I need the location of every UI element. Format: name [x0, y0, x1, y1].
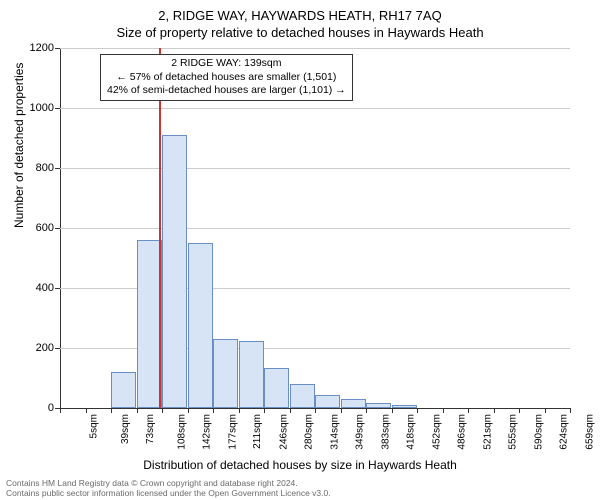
- x-tick-label: 555sqm: [508, 414, 519, 450]
- y-tick: [55, 168, 60, 169]
- grid-line: [60, 108, 570, 109]
- histogram-bar: [137, 240, 162, 408]
- x-tick: [213, 408, 214, 413]
- x-tick-label: 280sqm: [304, 414, 315, 450]
- x-tick-label: 590sqm: [533, 414, 544, 450]
- x-tick: [111, 408, 112, 413]
- x-tick-label: 314sqm: [329, 414, 340, 450]
- x-tick: [417, 408, 418, 413]
- histogram-bar: [392, 405, 417, 408]
- x-tick: [239, 408, 240, 413]
- histogram-bar: [162, 135, 187, 408]
- y-tick-label: 1000: [14, 102, 54, 114]
- y-tick: [55, 228, 60, 229]
- x-tick: [290, 408, 291, 413]
- y-tick-label: 200: [14, 342, 54, 354]
- y-tick-label: 800: [14, 162, 54, 174]
- x-tick-label: 142sqm: [202, 414, 213, 450]
- histogram-bar: [188, 243, 213, 408]
- y-axis-label: Number of detached properties: [12, 63, 26, 228]
- x-tick-label: 624sqm: [559, 414, 570, 450]
- x-tick: [162, 408, 163, 413]
- x-tick: [264, 408, 265, 413]
- marker-line: [159, 48, 161, 408]
- y-tick-label: 600: [14, 222, 54, 234]
- x-tick: [392, 408, 393, 413]
- y-tick-label: 0: [14, 402, 54, 414]
- grid-line: [60, 228, 570, 229]
- x-tick: [468, 408, 469, 413]
- histogram-bar: [341, 399, 366, 408]
- x-tick: [60, 408, 61, 413]
- page-subtitle: Size of property relative to detached ho…: [0, 23, 600, 40]
- x-tick: [494, 408, 495, 413]
- x-tick-label: 659sqm: [584, 414, 595, 450]
- x-tick-label: 108sqm: [176, 414, 187, 450]
- x-tick-label: 521sqm: [482, 414, 493, 450]
- chart: 0200400600800100012005sqm39sqm73sqm108sq…: [60, 48, 570, 408]
- y-tick: [55, 348, 60, 349]
- annotation-line: 2 RIDGE WAY: 139sqm: [107, 57, 346, 71]
- x-tick: [570, 408, 571, 413]
- x-tick-label: 73sqm: [145, 414, 156, 444]
- x-tick: [188, 408, 189, 413]
- histogram-bar: [111, 372, 136, 408]
- histogram-bar: [366, 403, 391, 408]
- x-tick: [519, 408, 520, 413]
- x-tick-label: 349sqm: [355, 414, 366, 450]
- y-tick: [55, 288, 60, 289]
- x-tick: [86, 408, 87, 413]
- footer: Contains HM Land Registry data © Crown c…: [6, 478, 331, 498]
- x-tick: [443, 408, 444, 413]
- x-tick-label: 486sqm: [457, 414, 468, 450]
- x-tick-label: 452sqm: [431, 414, 442, 450]
- x-tick-label: 418sqm: [406, 414, 417, 450]
- x-tick-label: 5sqm: [88, 414, 99, 438]
- x-tick-label: 383sqm: [380, 414, 391, 450]
- histogram-bar: [264, 368, 289, 409]
- annotation-line: 42% of semi-detached houses are larger (…: [107, 84, 346, 98]
- footer-line: Contains public sector information licen…: [6, 488, 331, 498]
- histogram-bar: [213, 339, 238, 408]
- histogram-bar: [315, 395, 340, 409]
- y-tick: [55, 48, 60, 49]
- x-tick: [341, 408, 342, 413]
- y-tick-label: 400: [14, 282, 54, 294]
- y-tick-label: 1200: [14, 42, 54, 54]
- annotation-box: 2 RIDGE WAY: 139sqm ← 57% of detached ho…: [100, 54, 353, 101]
- x-axis-label: Distribution of detached houses by size …: [0, 458, 600, 472]
- footer-line: Contains HM Land Registry data © Crown c…: [6, 478, 331, 488]
- annotation-line: ← 57% of detached houses are smaller (1,…: [107, 71, 346, 85]
- histogram-bar: [239, 341, 264, 409]
- x-tick-label: 39sqm: [120, 414, 131, 444]
- x-tick-label: 177sqm: [227, 414, 238, 450]
- x-tick-label: 211sqm: [252, 414, 263, 449]
- x-tick: [315, 408, 316, 413]
- x-tick: [545, 408, 546, 413]
- histogram-bar: [290, 384, 315, 408]
- page-title: 2, RIDGE WAY, HAYWARDS HEATH, RH17 7AQ: [0, 0, 600, 23]
- grid-line: [60, 168, 570, 169]
- plot-area: 0200400600800100012005sqm39sqm73sqm108sq…: [60, 48, 570, 408]
- y-tick: [55, 108, 60, 109]
- grid-line: [60, 48, 570, 49]
- x-tick: [137, 408, 138, 413]
- x-tick-label: 246sqm: [278, 414, 289, 450]
- x-tick: [366, 408, 367, 413]
